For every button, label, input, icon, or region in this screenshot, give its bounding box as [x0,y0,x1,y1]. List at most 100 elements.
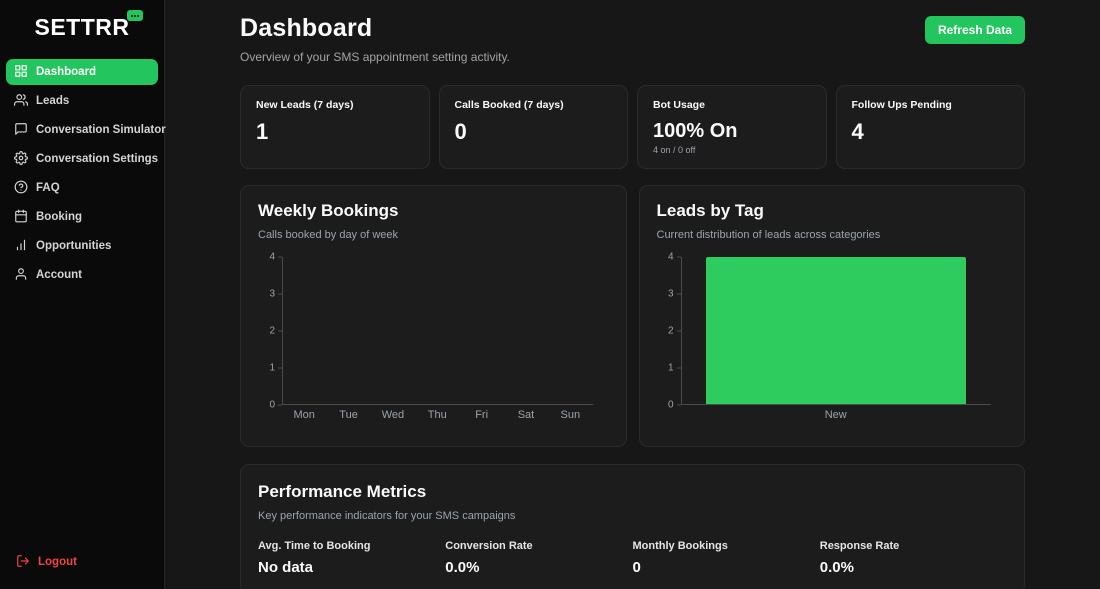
chart-area: 0 1 2 3 4 New [657,252,1008,421]
logout-icon [16,554,30,571]
x-tick-label: Sun [560,409,581,421]
sidebar-item-label: Conversation Simulator [36,124,166,136]
sidebar-item-faq[interactable]: FAQ [6,175,158,201]
metric-label: Conversion Rate [445,540,533,552]
sidebar-nav: Dashboard Leads Conversation Simulator C… [6,59,166,288]
bar-wed [371,257,415,404]
stat-card-bot-usage: Bot Usage 100% On 4 on / 0 off [637,85,827,169]
chart-plot-wrap: Mon Tue Wed Thu Fri Sat Sun [282,257,593,421]
y-tick-label: 1 [667,362,674,374]
metric-value: 0.0% [445,559,480,576]
sidebar: SETTRR Dashboard Leads Conversation Simu… [0,0,166,589]
metric-label: Avg. Time to Booking [258,540,371,552]
metric-value: 0.0% [819,559,854,576]
bar-fri [460,257,504,404]
grid-icon [14,64,28,81]
x-tick-label: New [824,409,847,421]
stats-row: New Leads (7 days) 1 Calls Booked (7 day… [240,85,1025,169]
refresh-data-button[interactable]: Refresh Data [924,16,1025,44]
stat-label: Bot Usage [653,99,705,111]
user-icon [14,267,28,284]
bar-tue [327,257,371,404]
chart-x-axis: Mon Tue Wed Thu Fri Sat Sun [282,405,593,421]
x-tick-label: Sat [517,409,535,421]
x-tick-label: Tue [339,409,358,421]
y-tick-label: 1 [269,362,275,374]
y-tick-label: 3 [269,288,275,300]
stat-subtext: 4 on / 0 off [653,145,696,155]
logo-badge-icon [126,10,143,21]
chart-subtitle: Calls booked by day of week [258,229,399,241]
sidebar-item-conversation-settings[interactable]: Conversation Settings [6,146,158,172]
sidebar-item-label: Leads [36,95,70,107]
metrics-row: Avg. Time to Booking No data Conversion … [258,540,1007,576]
app-logo-text: SETTRR [34,14,130,40]
sidebar-item-label: Dashboard [36,66,97,78]
weekly-bookings-chart-card: Weekly Bookings Calls booked by day of w… [240,185,627,447]
x-tick-label: Mon [293,409,315,421]
chart-plot-wrap: New [680,257,992,421]
stat-value: 1 [256,119,269,144]
y-tick-label: 3 [667,288,674,300]
chart-x-axis: New [681,405,992,421]
metric-response-rate: Response Rate 0.0% [820,540,1007,576]
stat-label: Follow Ups Pending [851,99,952,111]
sidebar-item-label: FAQ [36,182,60,194]
metric-label: Monthly Bookings [632,540,728,552]
performance-subtitle: Key performance indicators for your SMS … [258,510,516,522]
stat-value: 0 [454,119,467,144]
chart-title: Weekly Bookings [258,201,399,220]
logout-button[interactable]: Logout [6,549,158,575]
sidebar-item-label: Booking [36,211,82,223]
x-tick-label: Fri [475,409,489,421]
metric-value: 0 [632,559,641,576]
stat-card-calls-booked: Calls Booked (7 days) 0 [438,85,628,169]
gear-icon [14,150,28,168]
sidebar-item-opportunities[interactable]: Opportunities [6,233,158,259]
sidebar-item-leads[interactable]: Leads [6,88,158,114]
chart-plot [282,257,593,405]
app-logo: SETTRR [34,10,143,41]
y-tick-label: 0 [667,399,674,411]
users-icon [14,93,28,110]
page-subtitle: Overview of your SMS appointment setting… [240,50,510,64]
chart-y-axis: 0 1 2 3 4 [258,252,282,411]
help-icon [14,180,28,197]
metric-monthly-bookings: Monthly Bookings 0 [633,540,820,576]
bar-new [682,257,992,404]
stat-value: 100% On [653,120,738,142]
y-tick-label: 2 [667,325,674,337]
metric-label: Response Rate [819,540,900,552]
logo-wrap: SETTRR [6,10,158,41]
bar-chart-icon [14,238,28,255]
page-header: Dashboard Overview of your SMS appointme… [240,14,1025,64]
sidebar-item-conversation-simulator[interactable]: Conversation Simulator [6,117,166,143]
y-tick-label: 2 [269,325,275,337]
stat-card-new-leads: New Leads (7 days) 1 [240,85,430,169]
bar-sun [548,257,592,404]
bar-thu [416,257,460,404]
y-tick-label: 4 [269,251,275,263]
sidebar-item-dashboard[interactable]: Dashboard [6,59,158,85]
x-tick-label: Wed [381,409,405,421]
chart-area: 0 1 2 3 4 Mon Tue Wed Thu Fri Sat Sun [258,252,609,421]
page-title: Dashboard [240,14,373,42]
sidebar-item-booking[interactable]: Booking [6,204,158,230]
metric-value: No data [258,559,314,576]
bar-mon [283,257,327,404]
y-tick-label: 4 [667,251,674,263]
chart-title: Leads by Tag [656,201,764,220]
performance-title: Performance Metrics [258,482,427,501]
bar-sat [504,257,548,404]
chart-subtitle: Current distribution of leads across cat… [656,229,881,241]
sidebar-item-account[interactable]: Account [6,262,158,288]
metric-avg-time-to-booking: Avg. Time to Booking No data [258,540,445,576]
y-tick-label: 0 [269,399,275,411]
stat-value: 4 [851,119,864,144]
stat-card-follow-ups: Follow Ups Pending 4 [835,85,1025,169]
main-content: Dashboard Overview of your SMS appointme… [165,0,1100,589]
stat-label: New Leads (7 days) [256,99,354,111]
sidebar-item-label: Opportunities [36,240,112,252]
leads-by-tag-chart-card: Leads by Tag Current distribution of lea… [638,185,1025,447]
chart-y-axis: 0 1 2 3 4 [657,252,681,411]
